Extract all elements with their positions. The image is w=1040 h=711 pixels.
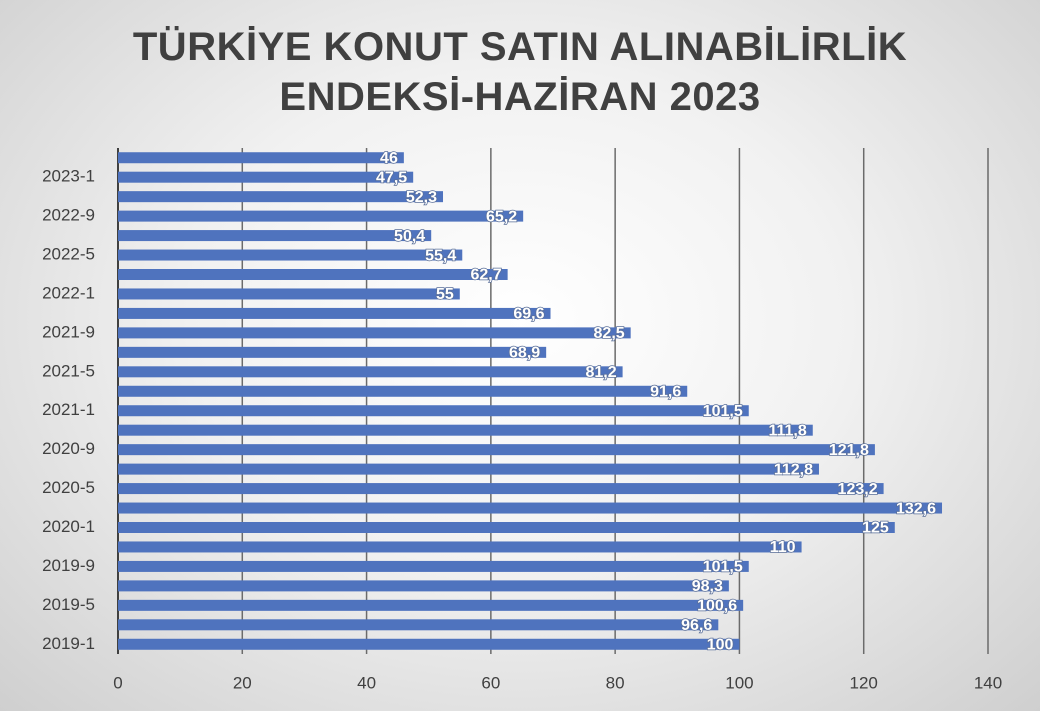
value-label: 110 (770, 539, 796, 556)
bar (118, 560, 749, 572)
x-tick-label: 20 (233, 673, 252, 692)
bar (118, 249, 463, 261)
bar (118, 307, 551, 319)
bar (118, 599, 744, 611)
value-label: 123,2 (838, 481, 878, 498)
value-label: 100,6 (697, 598, 737, 615)
x-tick-label: 40 (357, 673, 376, 692)
bar (118, 327, 631, 339)
x-tick-label: 140 (974, 673, 1002, 692)
value-label: 62,7 (470, 267, 501, 284)
value-label: 125 (862, 520, 889, 537)
value-label: 98,3 (692, 578, 723, 595)
bar (118, 191, 444, 203)
x-tick-label: 0 (113, 673, 122, 692)
y-tick-label: 2019-1 (42, 634, 95, 653)
value-label: 65,2 (486, 208, 517, 225)
value-label: 47,5 (376, 169, 407, 186)
bar (118, 152, 404, 164)
y-tick-label: 2021-5 (42, 361, 95, 380)
bar (118, 346, 547, 358)
bar (118, 424, 813, 436)
y-tick-label: 2022-5 (42, 245, 95, 264)
bar (118, 541, 802, 553)
value-label: 112,8 (774, 461, 813, 478)
value-label: 100 (707, 636, 734, 653)
y-tick-label: 2020-5 (42, 478, 95, 497)
bar (118, 638, 740, 650)
value-label: 55 (436, 286, 454, 303)
value-label: 101,5 (703, 403, 743, 420)
bar (118, 619, 719, 631)
bar (118, 210, 524, 222)
bar (118, 269, 508, 280)
y-tick-label: 2022-9 (42, 206, 95, 225)
value-label: 50,4 (394, 228, 425, 245)
bar (118, 405, 749, 417)
bar (118, 483, 884, 495)
y-tick-label: 2019-9 (42, 556, 95, 575)
y-tick-label: 2020-1 (42, 517, 95, 536)
chart-title: TÜRKİYE KONUT SATIN ALINABİLİRLİK ENDEKS… (132, 25, 908, 119)
value-label: 52,3 (406, 189, 437, 206)
bar (118, 230, 432, 242)
bar (118, 463, 819, 475)
bar (118, 385, 688, 397)
value-label: 55,4 (425, 247, 456, 264)
bar (118, 522, 895, 533)
bar (118, 502, 943, 514)
value-label: 132,6 (896, 500, 936, 517)
y-tick-label: 2021-1 (42, 400, 95, 419)
value-label: 68,9 (509, 345, 540, 362)
value-label: 81,2 (585, 364, 616, 381)
y-tick-label: 2019-5 (42, 595, 95, 614)
bar (118, 580, 729, 592)
value-label: 82,5 (594, 325, 625, 342)
bar (118, 444, 875, 456)
x-tick-label: 60 (481, 673, 500, 692)
y-tick-label: 2020-9 (42, 439, 95, 458)
y-tick-label: 2023-1 (42, 167, 95, 186)
x-tick-label: 100 (725, 673, 753, 692)
value-label: 69,6 (513, 306, 544, 323)
x-tick-label: 120 (850, 673, 878, 692)
value-label: 46 (380, 150, 398, 167)
value-label: 121,8 (829, 442, 869, 459)
value-label: 111,8 (768, 422, 806, 439)
value-label: 91,6 (650, 383, 681, 400)
value-label: 96,6 (681, 617, 712, 634)
bar (118, 366, 623, 378)
y-tick-label: 2022-1 (42, 283, 95, 302)
bar (118, 288, 460, 300)
value-label: 101,5 (703, 559, 743, 576)
bar (118, 171, 414, 183)
x-tick-label: 80 (606, 673, 625, 692)
y-tick-label: 2021-9 (42, 322, 95, 341)
